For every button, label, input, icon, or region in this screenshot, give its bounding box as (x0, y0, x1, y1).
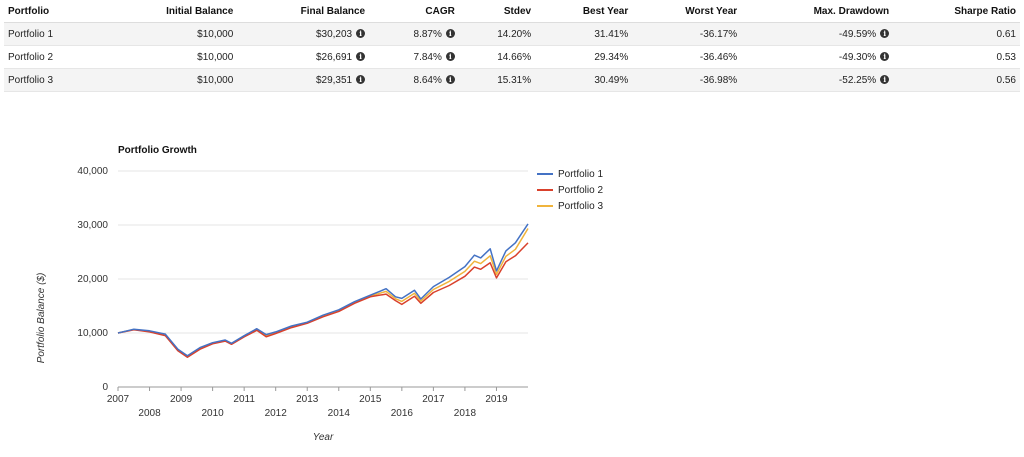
x-tick-label: 2016 (391, 408, 414, 419)
cell-final-balance: $29,351 i (237, 68, 370, 92)
cagr-value: 8.87% (413, 28, 442, 40)
x-tick-label: 2009 (170, 394, 193, 405)
x-tick-label: 2018 (454, 408, 477, 419)
drawdown-value: -52.25% (838, 74, 877, 86)
chart-svg: Portfolio Growth 0 10,000 20,000 30,000 40,0… (36, 145, 603, 443)
x-axis-label: Year (313, 432, 334, 443)
drawdown-value: -49.59% (838, 28, 877, 40)
x-tick-label: 2010 (201, 408, 224, 419)
legend-item-label[interactable]: Portfolio 1 (558, 169, 603, 180)
y-tick-label: 0 (102, 382, 108, 393)
cell-stdev: 15.31% (458, 68, 536, 92)
x-axis-ticks: 2007 2008 2009 2010 2011 2012 2013 2014 2015 2016… (107, 387, 508, 419)
header-sharpe-ratio[interactable]: Sharpe Ratio (893, 0, 1020, 23)
cell-final-balance: $26,691 i (237, 45, 370, 69)
series-line-portfolio-3[interactable] (117, 228, 529, 358)
cell-max-drawdown: -52.25% i (741, 68, 894, 92)
cell-worst-year: -36.17% (632, 22, 742, 46)
header-initial-balance[interactable]: Initial Balance (100, 0, 238, 23)
cell-stdev: 14.66% (458, 45, 536, 69)
cagr-value: 7.84% (413, 51, 442, 63)
final-balance-value: $29,351 (315, 74, 353, 86)
cagr-value: 8.64% (413, 74, 442, 86)
cell-portfolio: Portfolio 3 (4, 68, 101, 92)
y-tick-label: 20,000 (77, 274, 108, 285)
info-icon[interactable]: i (356, 75, 366, 85)
cell-cagr: 7.84% i (369, 45, 459, 69)
chart-title: Portfolio Growth (118, 145, 197, 156)
y-tick-label: 30,000 (77, 220, 108, 231)
x-tick-label: 2019 (485, 394, 508, 405)
cell-worst-year: -36.98% (632, 68, 742, 92)
cell-portfolio: Portfolio 1 (4, 22, 101, 46)
x-tick-label: 2014 (328, 408, 351, 419)
series-line-portfolio-2[interactable] (117, 242, 529, 359)
cell-best-year: 31.41% (535, 22, 633, 46)
cell-stdev: 14.20% (458, 22, 536, 46)
table-row: Portfolio 2 $10,000 $26,691 i 7.84% i 14.6… (4, 45, 1020, 69)
info-icon[interactable]: i (356, 52, 366, 62)
header-max-drawdown[interactable]: Max. Drawdown (741, 0, 894, 23)
cell-portfolio: Portfolio 2 (4, 45, 101, 69)
cell-best-year: 29.34% (535, 45, 633, 69)
header-final-balance[interactable]: Final Balance (237, 0, 370, 23)
series-line-portfolio-1[interactable] (117, 223, 529, 357)
header-stdev[interactable]: Stdev (458, 0, 536, 23)
y-tick-label: 10,000 (77, 328, 108, 339)
info-icon[interactable]: i (356, 29, 366, 39)
legend-item-label[interactable]: Portfolio 3 (558, 201, 603, 212)
info-icon[interactable]: i (880, 52, 890, 62)
chart-series (117, 223, 529, 359)
cell-best-year: 30.49% (535, 68, 633, 92)
table-header-row: Portfolio Initial Balance Final Balance … (4, 0, 1020, 23)
table-row: Portfolio 3 $10,000 $29,351 i 8.64% i 15.3… (4, 68, 1020, 92)
chart-legend: Portfolio 1 Portfolio 2 Portfolio 3 (537, 169, 603, 212)
x-tick-label: 2007 (107, 394, 130, 405)
info-icon[interactable]: i (880, 75, 890, 85)
info-icon[interactable]: i (445, 75, 455, 85)
cell-final-balance: $30,203 i (237, 22, 370, 46)
info-icon[interactable]: i (445, 52, 455, 62)
cell-sharpe-ratio: 0.61 (893, 22, 1020, 46)
chart-gridlines (118, 170, 528, 388)
final-balance-value: $30,203 (315, 28, 353, 40)
cell-sharpe-ratio: 0.56 (893, 68, 1020, 92)
portfolio-growth-chart: Portfolio Growth 0 10,000 20,000 30,000 40,0… (0, 138, 1024, 452)
cell-worst-year: -36.46% (632, 45, 742, 69)
cell-max-drawdown: -49.30% i (741, 45, 894, 69)
header-worst-year[interactable]: Worst Year (632, 0, 742, 23)
legend-item-label[interactable]: Portfolio 2 (558, 185, 603, 196)
header-portfolio[interactable]: Portfolio (4, 0, 101, 23)
final-balance-value: $26,691 (315, 51, 353, 63)
table-row: Portfolio 1 $10,000 $30,203 i 8.87% i 14.2… (4, 22, 1020, 46)
info-icon[interactable]: i (880, 29, 890, 39)
drawdown-value: -49.30% (838, 51, 877, 63)
y-tick-label: 40,000 (77, 166, 108, 177)
x-tick-label: 2008 (138, 408, 161, 419)
x-tick-label: 2011 (233, 394, 255, 405)
x-tick-label: 2017 (422, 394, 445, 405)
cell-initial-balance: $10,000 (100, 45, 238, 69)
cell-max-drawdown: -49.59% i (741, 22, 894, 46)
y-axis-ticks: 0 10,000 20,000 30,000 40,000 (77, 166, 108, 393)
results-table: Portfolio Initial Balance Final Balance … (4, 0, 1020, 92)
y-axis-label: Portfolio Balance ($) (36, 273, 47, 364)
cell-sharpe-ratio: 0.53 (893, 45, 1020, 69)
x-tick-label: 2012 (265, 408, 288, 419)
header-cagr[interactable]: CAGR (369, 0, 459, 23)
cell-initial-balance: $10,000 (100, 22, 238, 46)
x-tick-label: 2015 (359, 394, 382, 405)
info-icon[interactable]: i (445, 29, 455, 39)
header-best-year[interactable]: Best Year (535, 0, 633, 23)
cell-cagr: 8.64% i (369, 68, 459, 92)
cell-cagr: 8.87% i (369, 22, 459, 46)
cell-initial-balance: $10,000 (100, 68, 238, 92)
x-tick-label: 2013 (296, 394, 319, 405)
